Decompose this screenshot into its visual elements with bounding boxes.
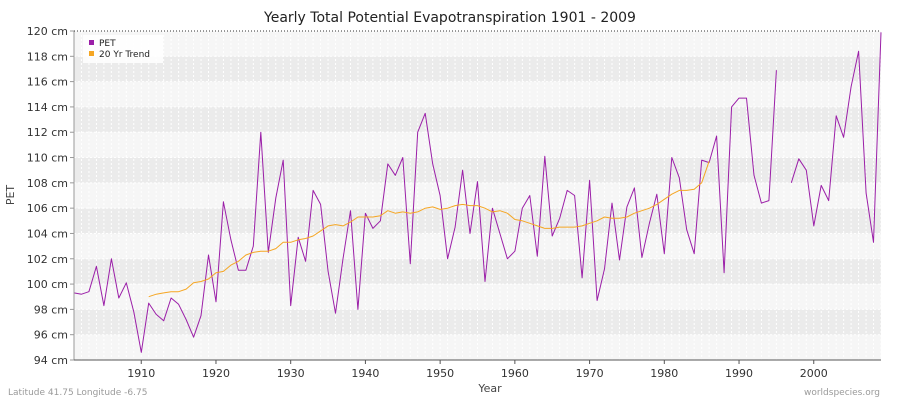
y-tick-label: 112 cm [27,126,68,139]
x-tick-label: 2000 [800,367,828,380]
y-tick-label: 116 cm [27,76,68,89]
x-tick-label: 1930 [277,367,305,380]
y-tick-label: 106 cm [27,202,68,215]
x-tick-labels: 1910 1920 1930 1940 1950 1960 1970 1980 1990 2000 [127,367,828,380]
trend-series-line [148,161,710,298]
footer-location: Latitude 41.75 Longitude -6.75 [8,388,147,398]
x-tick-label: 1910 [127,367,155,380]
y-axis-label: PET [4,185,17,206]
y-tick-label: 100 cm [27,278,68,291]
x-tick-label: 1970 [576,367,604,380]
plot-band [74,309,881,335]
x-tick-label: 1940 [351,367,379,380]
y-tick-label: 96 cm [34,329,68,342]
x-tick-label: 1990 [725,367,753,380]
chart-title: Yearly Total Potential Evapotranspiratio… [263,10,636,26]
x-tick-label: 1960 [501,367,529,380]
legend-box [83,35,163,63]
y-tick-label: 118 cm [27,50,68,63]
plot-band [74,233,881,259]
y-tick-label: 104 cm [27,227,68,240]
plot-band [74,157,881,183]
footer-source: worldspecies.org [804,388,880,398]
y-tick-label: 102 cm [27,253,68,266]
legend-swatch-pet [89,40,94,45]
x-tick-label: 1950 [426,367,454,380]
legend-label-trend: 20 Yr Trend [99,50,150,60]
legend-label-pet: PET [99,39,116,49]
y-tick-labels: 94 cm 96 cm 98 cm 100 cm 102 cm 104 cm 106 cm 1… [27,25,68,367]
pet-series-line [73,32,882,353]
x-axis-label: Year [477,382,502,395]
series-layer [73,32,882,353]
axes [70,30,881,364]
legend: PET 20 Yr Trend [83,35,163,63]
x-tick-label: 1920 [202,367,230,380]
y-tick-label: 108 cm [27,177,68,190]
y-tick-label: 94 cm [34,354,68,367]
y-tick-label: 120 cm [27,25,68,38]
x-tick-label: 1980 [650,367,678,380]
legend-swatch-trend [89,51,94,56]
y-tick-label: 110 cm [27,152,68,165]
y-tick-label: 114 cm [27,101,68,114]
y-tick-label: 98 cm [34,303,68,316]
